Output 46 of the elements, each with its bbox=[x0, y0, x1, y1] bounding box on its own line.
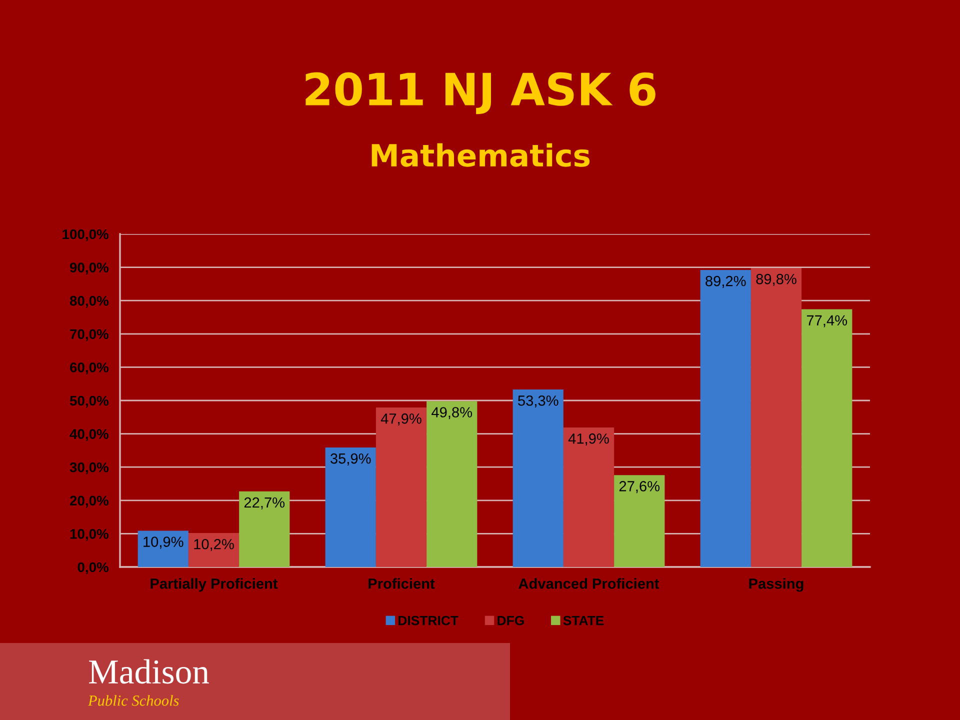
data-label: 41,9% bbox=[568, 433, 609, 446]
data-label: 89,8% bbox=[756, 274, 796, 286]
y-tick-label: 20,0% bbox=[70, 496, 109, 508]
x-tick-label: Proficient bbox=[368, 578, 435, 589]
y-tick-label: 100,0% bbox=[62, 229, 109, 242]
data-label: 10,2% bbox=[194, 538, 234, 552]
x-tick-label: Partially Proficient bbox=[150, 578, 278, 592]
bar bbox=[188, 533, 240, 567]
bar bbox=[376, 407, 427, 567]
y-tick-label: 60,0% bbox=[70, 362, 109, 374]
x-tick-label: Passing bbox=[749, 578, 804, 592]
data-label: 22,7% bbox=[244, 497, 285, 510]
bar bbox=[750, 268, 802, 567]
y-tick-label: 10,0% bbox=[70, 529, 109, 541]
y-tick-label: 80,0% bbox=[70, 296, 109, 308]
data-label: 47,9% bbox=[380, 413, 422, 426]
x-tick-label: Advanced Proficient bbox=[518, 578, 660, 589]
y-tick-label: 0,0% bbox=[78, 562, 109, 574]
bar bbox=[563, 427, 614, 567]
chart-subtitle: Mathematics bbox=[372, 143, 590, 167]
data-label: 10,9% bbox=[144, 536, 184, 549]
data-label: 77,4% bbox=[806, 315, 848, 328]
bar bbox=[700, 270, 751, 567]
legend-label: DISTRICT bbox=[398, 616, 458, 626]
y-tick-label: 40,0% bbox=[70, 429, 109, 441]
y-tick-label: 50,0% bbox=[70, 396, 109, 408]
y-tick-label: 90,0% bbox=[70, 262, 109, 274]
legend-label: DFG bbox=[498, 616, 524, 626]
data-label: 53,3% bbox=[518, 395, 558, 408]
y-tick-label: 70,0% bbox=[70, 329, 109, 342]
bar bbox=[239, 491, 290, 567]
bar bbox=[426, 401, 478, 567]
data-label: 49,8% bbox=[432, 407, 472, 420]
data-label: 35,9% bbox=[330, 453, 371, 466]
text: Public Schools bbox=[88, 695, 179, 706]
data-label: 27,6% bbox=[619, 481, 660, 494]
data-label: 89,2% bbox=[706, 276, 746, 288]
bar bbox=[802, 309, 852, 567]
y-tick-label: 30,0% bbox=[70, 462, 109, 474]
bar bbox=[325, 447, 376, 567]
bar bbox=[138, 530, 188, 567]
chart-title: 2011 NJ ASK 6 bbox=[306, 72, 656, 114]
text: Madison bbox=[89, 659, 209, 684]
bar bbox=[512, 390, 564, 567]
bar bbox=[614, 475, 665, 567]
legend-label: STATE bbox=[563, 616, 604, 626]
